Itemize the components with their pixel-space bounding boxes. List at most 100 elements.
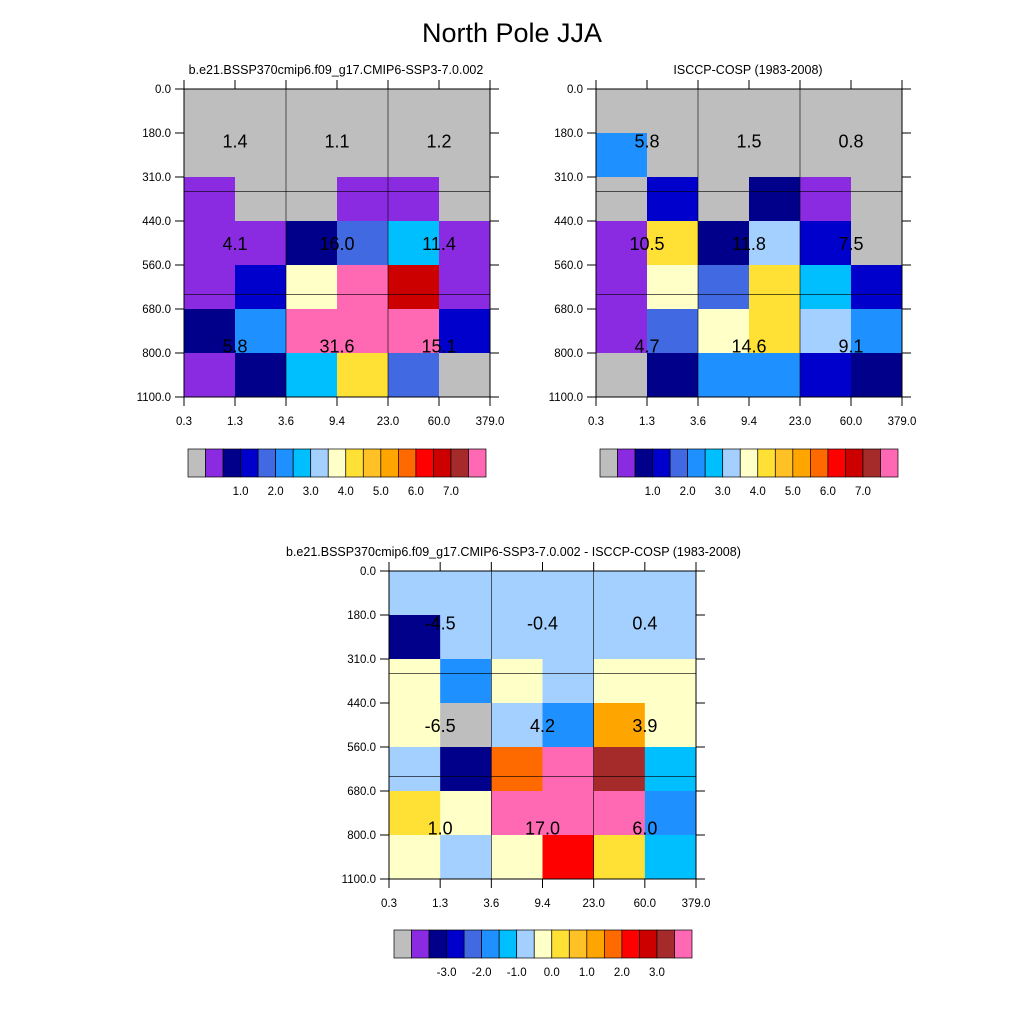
colorbar-swatch xyxy=(599,448,618,478)
panel-2-title: ISCCP-COSP (1983-2008) xyxy=(673,63,823,77)
heatmap-cell xyxy=(235,265,287,310)
block-value-label: 1.1 xyxy=(324,131,349,151)
heatmap-cell xyxy=(439,309,491,354)
heatmap-cell xyxy=(388,265,440,310)
y-tick-label: 180.0 xyxy=(347,610,376,622)
heatmap-cell xyxy=(337,353,389,398)
heatmap-cell xyxy=(698,177,750,222)
heatmap-cell xyxy=(337,221,389,266)
heatmap-cell xyxy=(439,89,491,134)
heatmap-cell xyxy=(647,177,699,222)
colorbar-swatch xyxy=(428,929,447,959)
block-value-label: -6.5 xyxy=(425,716,456,736)
heatmap-cell xyxy=(596,221,648,266)
heatmap-cell xyxy=(337,133,389,178)
y-tick-label: 680.0 xyxy=(554,304,583,316)
heatmap-cell xyxy=(644,703,697,748)
heatmap-cell xyxy=(647,133,699,178)
heatmap-cell xyxy=(542,571,595,616)
heatmap-cell xyxy=(542,615,595,660)
block-value-label: 4.2 xyxy=(530,716,555,736)
heatmap-cell xyxy=(235,89,287,134)
x-tick-label: 379.0 xyxy=(682,898,711,910)
heatmap-cell xyxy=(596,353,648,398)
colorbar-swatch xyxy=(433,448,452,478)
colorbar-tick-label: 2.0 xyxy=(614,967,630,979)
colorbar-swatch xyxy=(257,448,276,478)
heatmap-cell xyxy=(440,835,492,880)
heatmap-cell xyxy=(644,571,697,616)
panel-2: 0.0 180.0 310.0 440.0 560.0 680.0 800.0 1100.0 0… xyxy=(549,80,916,498)
heatmap-cell xyxy=(800,353,852,398)
y-tick-label: 1100.0 xyxy=(342,874,376,886)
colorbar-swatch xyxy=(827,448,846,478)
colorbar: 1.0 2.0 3.0 4.0 5.0 6.0 7.0 xyxy=(187,448,487,498)
heatmap-cell xyxy=(749,309,801,354)
x-tick-label: 0.3 xyxy=(381,898,397,910)
block-value-label: 5.8 xyxy=(222,337,247,357)
heatmap-cell xyxy=(542,703,595,748)
heatmap-cell xyxy=(698,89,750,134)
heatmap-cell xyxy=(542,659,595,704)
colorbar-swatch xyxy=(187,448,206,478)
heatmap-cell xyxy=(698,265,750,310)
y-tick-label: 680.0 xyxy=(142,304,171,316)
colorbar-tick-label: 3.0 xyxy=(649,967,665,979)
heatmap-cell xyxy=(286,177,338,222)
colorbar-swatch xyxy=(533,929,553,959)
x-tick-label: 1.3 xyxy=(227,416,243,428)
colorbar-tick-label: 2.0 xyxy=(268,486,284,498)
heatmap-cell xyxy=(593,703,646,748)
y-tick-label: 560.0 xyxy=(347,742,376,754)
y-tick-label: 180.0 xyxy=(554,128,583,140)
colorbar-swatch xyxy=(604,929,623,959)
colorbar: -3.0 -2.0 -1.0 0.0 1.0 2.0 3.0 xyxy=(393,929,693,979)
x-tick-label: 3.6 xyxy=(483,898,499,910)
heatmap-cell xyxy=(184,133,236,178)
colorbar-swatch xyxy=(845,448,864,478)
heatmap-cell xyxy=(388,89,440,134)
colorbar-swatch xyxy=(880,448,899,478)
x-tick-label: 9.4 xyxy=(741,416,758,428)
colorbar: 1.0 2.0 3.0 4.0 5.0 6.0 7.0 xyxy=(599,448,899,498)
heatmap-cell xyxy=(647,89,699,134)
block-value-label: 3.9 xyxy=(632,716,657,736)
heatmap-cell xyxy=(698,353,750,398)
heatmap-cell xyxy=(800,265,852,310)
x-tick-label: 23.0 xyxy=(582,898,604,910)
heatmap-cell xyxy=(388,309,440,354)
colorbar-swatch xyxy=(634,448,653,478)
heatmap-cell xyxy=(644,791,697,836)
heatmap-cell xyxy=(851,89,903,134)
heatmap-cell xyxy=(440,615,492,660)
heatmap-cell xyxy=(749,89,801,134)
y-tick-label: 310.0 xyxy=(554,172,583,184)
y-tick-label: 440.0 xyxy=(142,216,171,228)
heatmap-cell xyxy=(851,353,903,398)
heatmap-cell xyxy=(800,309,852,354)
block-value-label: 4.7 xyxy=(634,337,659,357)
colorbar-swatch xyxy=(792,448,811,478)
heatmap-cell xyxy=(542,747,595,792)
y-tick-label: 800.0 xyxy=(142,348,171,360)
y-tick-label: 180.0 xyxy=(142,128,171,140)
heatmap-cell xyxy=(286,265,338,310)
y-tick-label: 0.0 xyxy=(567,84,583,96)
heatmap-cell xyxy=(235,221,287,266)
heatmap-cell xyxy=(184,309,236,354)
figure-title: North Pole JJA xyxy=(421,18,603,48)
heatmap-cell xyxy=(184,177,236,222)
colorbar-swatch xyxy=(739,448,759,478)
block-value-label: 17.0 xyxy=(525,819,560,839)
y-tick-label: 560.0 xyxy=(142,260,171,272)
panel-3: 0.0 180.0 310.0 440.0 560.0 680.0 800.0 1100.0 0… xyxy=(342,562,711,979)
y-tick-label: 1100.0 xyxy=(137,392,171,404)
heatmap-cell xyxy=(491,835,543,880)
heatmap-cell xyxy=(491,615,543,660)
colorbar-tick-label: 7.0 xyxy=(443,486,459,498)
heatmap-cell xyxy=(596,177,648,222)
heatmap-cell xyxy=(800,221,852,266)
colorbar-tick-label: 4.0 xyxy=(338,486,354,498)
heatmap-cell xyxy=(440,659,492,704)
heatmap-cell xyxy=(800,133,852,178)
